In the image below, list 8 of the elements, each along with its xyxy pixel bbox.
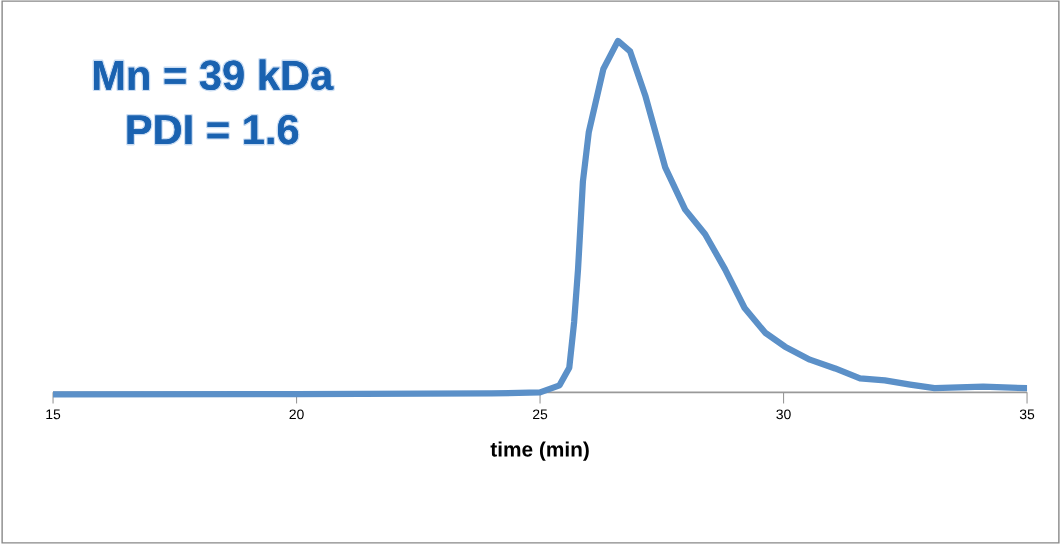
x-tick-label: 20 (289, 409, 304, 420)
x-tick-label: 35 (1019, 409, 1035, 420)
x-tick-label: 25 (533, 409, 548, 420)
annotation: Mn = 39 kDa (93, 59, 334, 91)
x-axis-title: time (min) (490, 441, 589, 461)
x-tick-label: 15 (46, 409, 61, 420)
x-tick-label: 30 (776, 409, 791, 420)
annotation: PDI = 1.6 (127, 114, 299, 145)
